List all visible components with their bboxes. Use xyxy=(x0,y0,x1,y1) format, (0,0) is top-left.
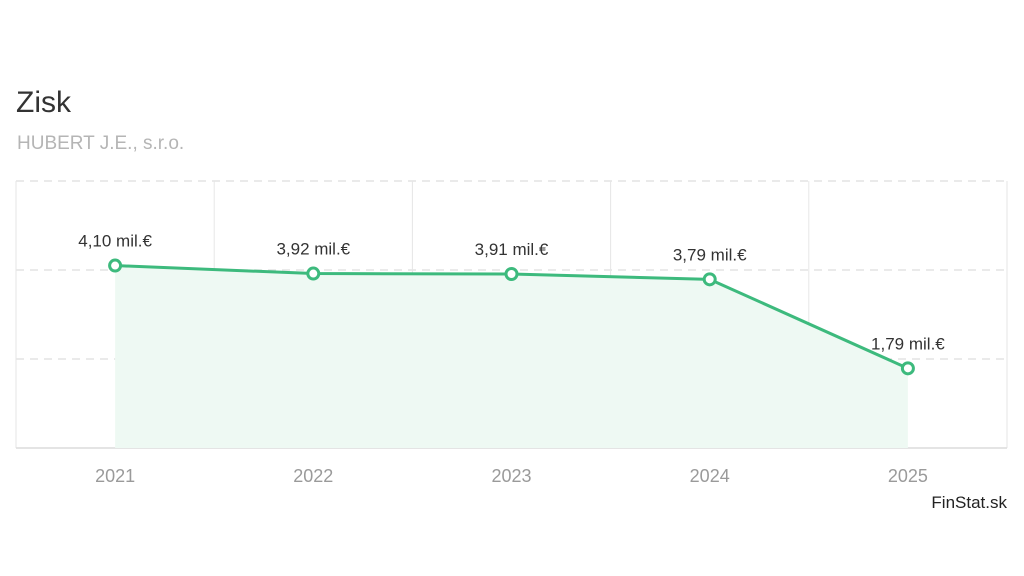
data-label: 3,92 mil.€ xyxy=(276,240,350,259)
data-point xyxy=(900,361,915,376)
data-point xyxy=(504,267,519,282)
data-label: 3,79 mil.€ xyxy=(673,245,747,264)
chart-points xyxy=(108,258,915,376)
x-tick-label: 2021 xyxy=(95,466,135,486)
series-area xyxy=(115,265,908,448)
data-label: 1,79 mil.€ xyxy=(871,334,945,353)
x-tick-label: 2022 xyxy=(293,466,333,486)
data-point xyxy=(108,258,123,273)
chart-title: Zisk xyxy=(16,86,71,119)
data-point xyxy=(702,272,717,287)
x-tick-label: 2025 xyxy=(888,466,928,486)
x-axis: 2021 2022 2023 2024 2025 xyxy=(95,466,928,486)
x-tick-label: 2023 xyxy=(491,466,531,486)
source-watermark: FinStat.sk xyxy=(931,493,1007,512)
data-label: 4,10 mil.€ xyxy=(78,232,152,251)
chart-subtitle: HUBERT J.E., s.r.o. xyxy=(17,133,185,154)
chart-area xyxy=(115,265,908,448)
x-tick-label: 2024 xyxy=(690,466,730,486)
data-point xyxy=(306,266,321,281)
data-labels: 4,10 mil.€ 3,92 mil.€ 3,91 mil.€ 3,79 mil.€… xyxy=(78,232,945,354)
data-label: 3,91 mil.€ xyxy=(475,240,549,259)
